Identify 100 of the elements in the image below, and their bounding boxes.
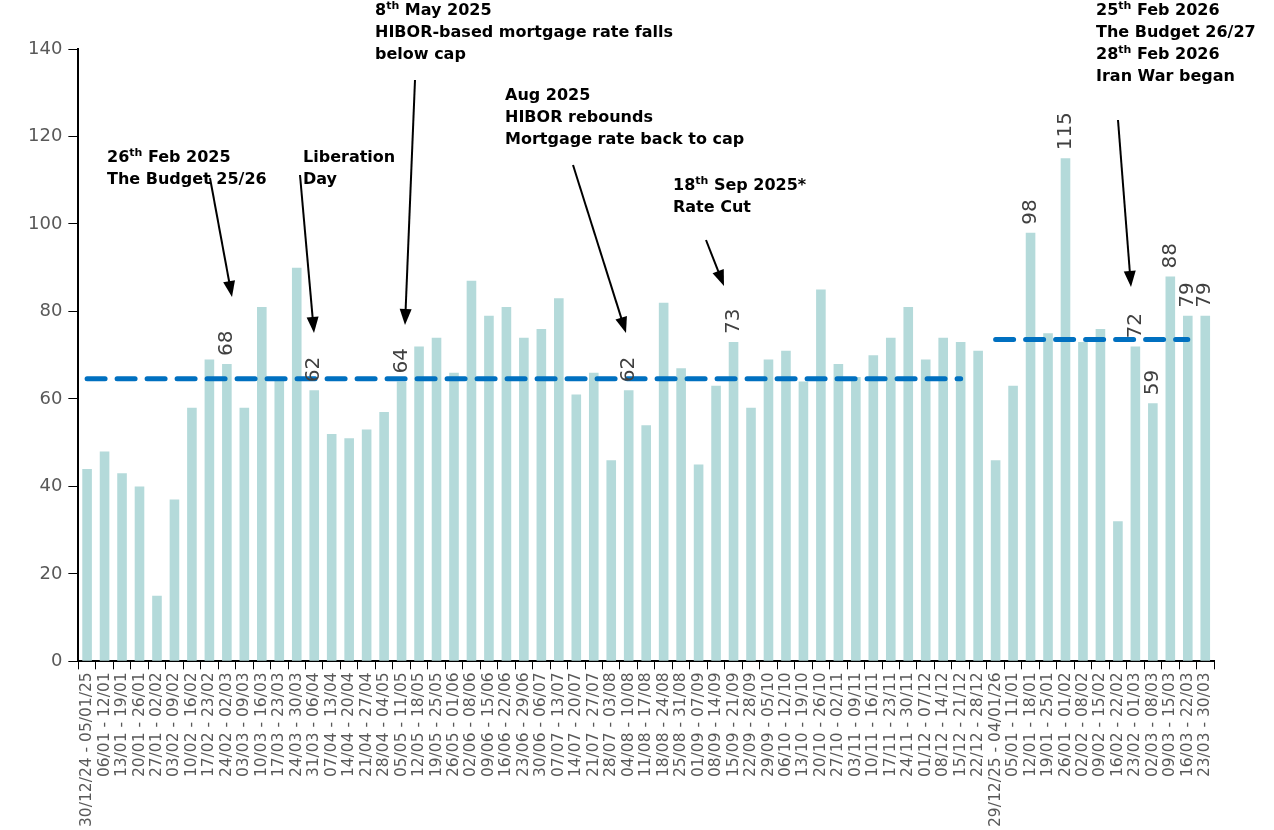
x-tick-label: 03/02 - 09/02: [164, 672, 183, 778]
x-tick-label: 01/09 - 07/09: [688, 672, 707, 778]
x-tick-label: 27/10 - 02/11: [828, 672, 847, 778]
x-tick-label: 26/01 - 01/02: [1055, 672, 1074, 778]
bar: [658, 302, 669, 661]
bar: [326, 433, 337, 661]
data-label: 68: [213, 330, 238, 356]
data-label: 62: [300, 356, 325, 383]
bar: [571, 394, 582, 661]
bar: [1130, 346, 1141, 661]
bar: [117, 473, 127, 661]
x-tick-label: 09/02 - 15/02: [1090, 672, 1109, 778]
bar: [169, 499, 180, 661]
bar: [851, 377, 861, 661]
data-label: 59: [1139, 369, 1164, 396]
bar: [1200, 315, 1211, 661]
x-tick-label: 23/06 - 29/06: [513, 672, 532, 778]
x-tick-label: 26/05 - 01/06: [444, 672, 463, 778]
y-tick-label: 140: [28, 36, 63, 58]
x-tick-label: 29/12/25 - 04/01/26: [985, 672, 1004, 828]
x-tick-label: 02/06 - 08/06: [461, 672, 480, 778]
x-tick-label: 24/02 - 02/03: [216, 672, 235, 778]
x-tick-label: 17/03 - 23/03: [269, 672, 288, 778]
bar: [1060, 158, 1071, 661]
bar: [938, 337, 948, 661]
data-label: 64: [387, 347, 412, 374]
x-tick-label: 10/11 - 16/11: [863, 672, 882, 778]
y-tick-label: 100: [28, 211, 63, 233]
data-label: 88: [1156, 242, 1181, 269]
bar: [746, 407, 756, 661]
x-tick-label: 23/02 - 01/03: [1125, 672, 1144, 778]
bar: [536, 328, 547, 661]
bar: [257, 307, 267, 661]
x-tick-label: 03/03 - 09/03: [234, 672, 253, 778]
bar: [1078, 342, 1088, 661]
x-tick-label: 21/04 - 27/04: [356, 672, 375, 778]
x-tick-label: 28/04 - 04/05: [374, 672, 393, 778]
x-tick-label: 13/10 - 19/10: [793, 672, 812, 778]
x-tick-label: 16/03 - 22/03: [1177, 672, 1196, 778]
x-tick-label: 14/07 - 20/07: [566, 672, 585, 778]
bar: [693, 464, 704, 661]
x-tick-label: 20/10 - 26/10: [810, 672, 829, 778]
bar: [239, 407, 250, 661]
x-tick-label: 08/09 - 14/09: [706, 672, 725, 778]
y-tick-label: 40: [39, 474, 63, 496]
x-tick-label: 22/12 - 28/12: [968, 672, 987, 778]
bar: [431, 337, 442, 661]
x-tick-label: 07/07 - 13/07: [548, 672, 567, 778]
x-tick-label: 12/01 - 18/01: [1020, 672, 1039, 778]
bar: [396, 381, 407, 661]
x-tick-label: 09/03 - 15/03: [1160, 672, 1179, 778]
x-tick-label: 13/01 - 19/01: [112, 672, 131, 778]
x-tick-label: 17/02 - 23/02: [199, 672, 218, 778]
bar: [379, 412, 389, 661]
x-tick-label: 10/02 - 16/02: [181, 672, 200, 778]
bar: [344, 438, 354, 661]
x-tick-label: 16/02 - 22/02: [1107, 672, 1126, 778]
x-tick-label: 19/01 - 25/01: [1038, 672, 1057, 778]
bar: [449, 372, 459, 661]
y-tick-label: 20: [39, 561, 63, 583]
x-tick-label: 11/08 - 17/08: [636, 672, 655, 778]
x-tick-label: 24/11 - 30/11: [898, 672, 917, 778]
x-tick-label: 06/01 - 12/01: [94, 672, 113, 778]
x-tick-label: 05/01 - 11/01: [1003, 672, 1022, 778]
x-tick-label: 29/09 - 05/10: [758, 672, 777, 778]
x-tick-label: 06/10 - 12/10: [775, 672, 794, 778]
bar: [798, 381, 809, 661]
bar: [222, 363, 232, 661]
bar: [152, 595, 162, 661]
bar: [955, 342, 966, 661]
bar: [1025, 232, 1036, 661]
bar: [187, 407, 197, 661]
bar: [1182, 315, 1193, 661]
bar: [973, 350, 983, 661]
bar: [466, 280, 477, 661]
x-tick-label: 21/07 - 27/07: [583, 672, 602, 778]
bar: [763, 359, 774, 661]
data-label: 98: [1016, 199, 1041, 225]
bar: [728, 342, 739, 661]
bar: [711, 385, 721, 661]
bar: [519, 337, 529, 661]
x-tick-label: 19/05 - 25/05: [426, 672, 445, 778]
bar: [781, 350, 791, 661]
bar: [606, 460, 617, 661]
x-tick-label: 16/06 - 22/06: [496, 672, 515, 778]
bar: [588, 372, 599, 661]
bar: [309, 390, 320, 661]
x-tick-label: 27/01 - 02/02: [147, 672, 166, 778]
x-tick-label: 08/12 - 14/12: [933, 672, 952, 778]
bar: [885, 337, 896, 661]
x-tick-label: 31/03 - 06/04: [304, 672, 323, 778]
x-tick-label: 14/04 - 20/04: [339, 672, 358, 778]
data-label: 115: [1051, 112, 1076, 151]
bar: [641, 425, 651, 661]
x-tick-label: 25/08 - 31/08: [671, 672, 690, 778]
bar: [1095, 328, 1106, 661]
x-tick-label: 20/01 - 26/01: [129, 672, 148, 778]
bar: [990, 460, 1001, 661]
x-tick-label: 03/11 - 09/11: [845, 672, 864, 778]
x-tick-label: 01/12 - 07/12: [915, 672, 934, 778]
